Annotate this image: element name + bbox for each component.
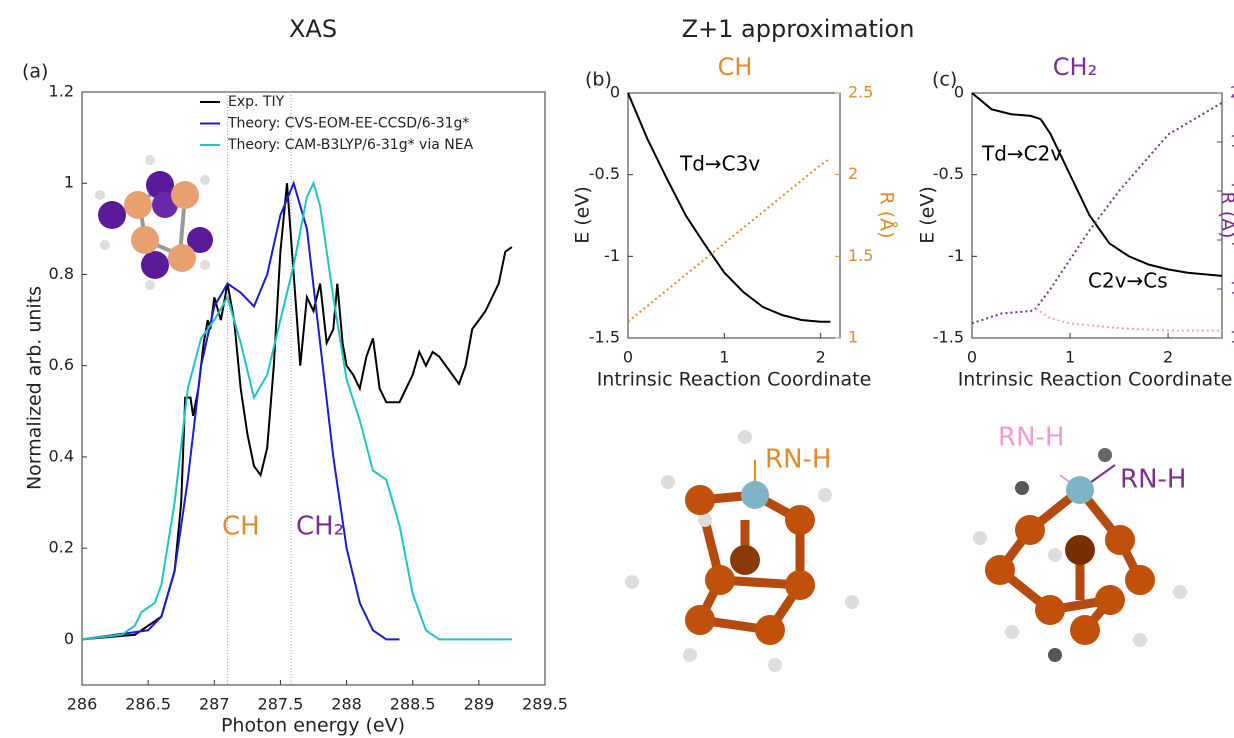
plot-frame xyxy=(81,91,546,686)
annotation: Td→C3v xyxy=(679,152,760,176)
x-tick-label: 0 xyxy=(967,348,977,367)
panel-label: (b) xyxy=(585,69,612,91)
y-axis-label: E (eV) xyxy=(572,186,594,244)
series-line xyxy=(81,183,513,641)
y2-tick-label: 1.6 xyxy=(1230,181,1234,200)
legend-label: Theory: CVS-EOM-EE-CCSD/6-31g* xyxy=(227,116,469,132)
y-tick-label: -1 xyxy=(948,246,964,265)
y-tick-label: 0.2 xyxy=(49,538,74,557)
y2-tick-label: 1 xyxy=(848,328,858,347)
y-tick-label: 0.8 xyxy=(49,264,74,283)
chart-title: XAS xyxy=(289,15,337,43)
y2-tick-label: 1.4 xyxy=(1230,230,1234,249)
annotation: RN-H xyxy=(1120,465,1186,495)
y2-tick-label: 1.2 xyxy=(1230,279,1234,298)
x-tick-label: 289 xyxy=(464,695,495,714)
x-tick-label: 288 xyxy=(331,695,362,714)
y2-tick-label: 2 xyxy=(848,164,858,183)
series-line xyxy=(971,101,1223,325)
x-tick-label: 289.5 xyxy=(522,695,568,714)
y-tick-label: 0 xyxy=(954,83,964,102)
x-tick-label: 288.5 xyxy=(390,695,436,714)
molecule-a xyxy=(95,155,213,290)
plot-frame xyxy=(971,92,1223,339)
legend-label: Theory: CAM-B3LYP/6-31g* via NEA xyxy=(227,137,474,153)
x-tick-label: 287.5 xyxy=(258,695,304,714)
y2-tick-label: 1 xyxy=(1230,328,1234,347)
x-tick-label: 2 xyxy=(1163,348,1173,367)
series-line xyxy=(627,157,831,323)
series-line xyxy=(971,92,1223,277)
y-tick-label: 1.2 xyxy=(49,82,74,101)
series-line xyxy=(81,180,512,641)
y-tick-label: -0.5 xyxy=(589,164,620,183)
y-tick-label: 0 xyxy=(64,629,74,648)
annotation: RN-H xyxy=(765,445,831,475)
y2-tick-label: 1.5 xyxy=(848,246,873,265)
panel-label: (c) xyxy=(932,69,957,91)
y-tick-label: 1 xyxy=(64,173,74,192)
series-line xyxy=(1035,307,1222,332)
x-tick-label: 286.5 xyxy=(125,695,171,714)
x-tick-label: 0 xyxy=(623,348,633,367)
y-tick-label: -1 xyxy=(604,246,620,265)
chart-title: CH xyxy=(718,53,753,81)
annotation: CH xyxy=(222,512,260,542)
y2-tick-label: 2.5 xyxy=(848,83,873,102)
legend-label: Exp. TIY xyxy=(228,94,285,110)
series-line xyxy=(627,92,831,323)
y-tick-label: 0.4 xyxy=(49,446,74,465)
x-tick-label: 1 xyxy=(1065,348,1075,367)
y-axis-label: E (eV) xyxy=(917,186,939,244)
x-tick-label: 2 xyxy=(816,348,826,367)
panel-label: (a) xyxy=(22,61,48,83)
x-tick-label: 286 xyxy=(67,695,98,714)
annotation: CH₂ xyxy=(296,512,344,542)
y-tick-label: -1.5 xyxy=(933,328,964,347)
annotation: RN-H xyxy=(998,423,1064,453)
super-title: Z+1 approximation xyxy=(682,15,915,43)
chart-title: CH₂ xyxy=(1053,53,1097,81)
x-tick-label: 1 xyxy=(719,348,729,367)
y-tick-label: 0.6 xyxy=(49,355,74,374)
y-axis-label: Normalized arb. units xyxy=(24,286,46,490)
x-tick-label: 287 xyxy=(199,695,230,714)
y-tick-label: -1.5 xyxy=(589,328,620,347)
plot-frame xyxy=(627,92,841,339)
x-axis-label: Intrinsic Reaction Coordinate xyxy=(958,369,1233,391)
series-line xyxy=(81,180,400,641)
y2-tick-label: 1.8 xyxy=(1230,132,1234,151)
y2-tick-label: 2 xyxy=(1230,83,1234,102)
y2-axis-label: R (Å) xyxy=(876,191,899,238)
molecule-c xyxy=(973,448,1187,662)
x-axis-label: Intrinsic Reaction Coordinate xyxy=(597,369,872,391)
annotation: C2v→Cs xyxy=(1088,269,1168,293)
y-tick-label: -0.5 xyxy=(933,164,964,183)
y-tick-label: 0 xyxy=(610,83,620,102)
y2-axis-label: R (Å) xyxy=(1217,191,1234,238)
molecule-b xyxy=(625,430,859,672)
annotation: Td→C2v xyxy=(981,142,1062,166)
x-axis-label: Photon energy (eV) xyxy=(221,715,405,737)
